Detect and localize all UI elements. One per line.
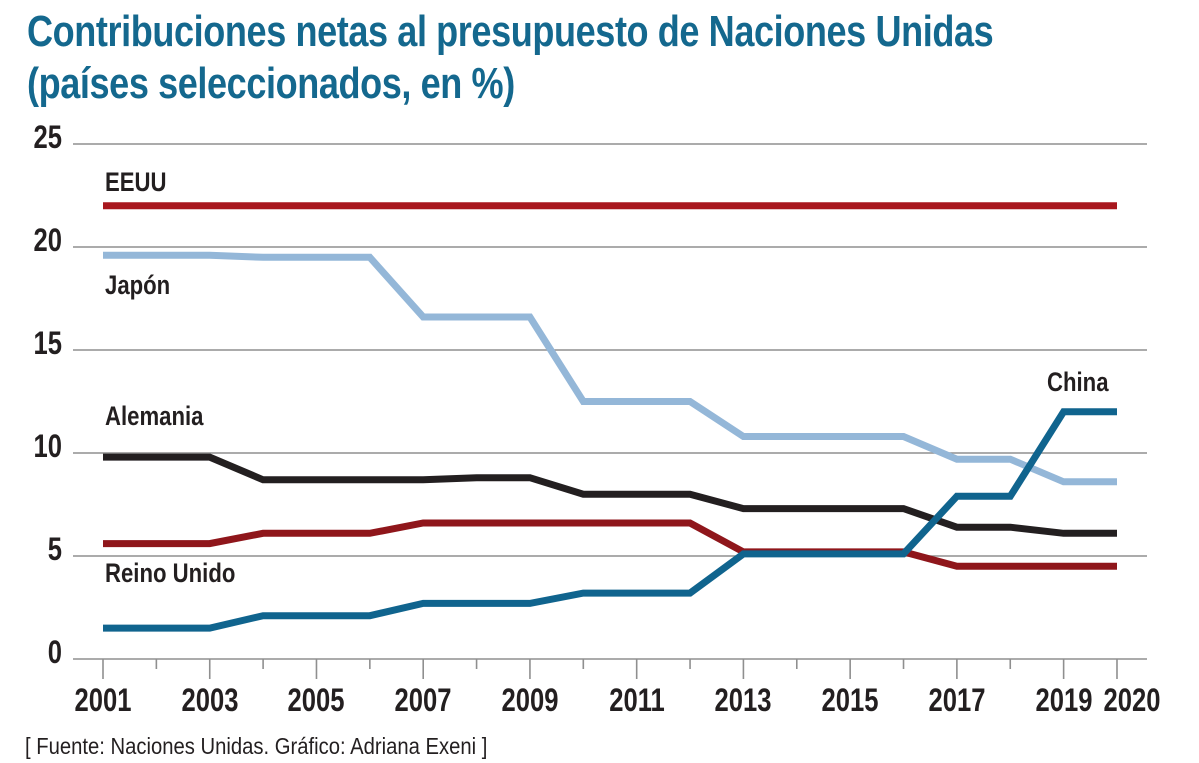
chart-title-line1: Contribuciones netas al presupuesto de N…	[27, 7, 994, 56]
y-axis-tick-label-0: 0	[47, 634, 62, 670]
series-label-china: China	[1047, 367, 1109, 397]
series-label-reino-unido: Reino Unido	[105, 558, 236, 588]
y-axis-tick-label-5: 5	[47, 531, 62, 567]
x-axis-tick-label-2017: 2017	[928, 682, 986, 718]
x-axis-tick-label-2007: 2007	[394, 682, 452, 718]
source-note: [ Fuente: Naciones Unidas. Gráfico: Adri…	[25, 733, 488, 759]
x-axis-tick-label-2011: 2011	[608, 682, 665, 718]
x-axis-tick-label-2013: 2013	[714, 682, 772, 718]
series-line-china	[103, 408, 1117, 632]
series-line-alemania	[103, 453, 1117, 537]
series-line-japón	[103, 251, 1117, 486]
y-axis-tick-label-25: 25	[33, 119, 62, 155]
series-label-alemania: Alemania	[105, 401, 204, 431]
x-axis-tick-label-2019: 2019	[1035, 682, 1093, 718]
chart-title-line2: (países seleccionados, en %)	[27, 59, 515, 108]
y-axis-tick-label-15: 15	[33, 325, 62, 361]
x-axis-tick-label-2003: 2003	[181, 682, 239, 718]
y-axis-tick-label-20: 20	[33, 222, 62, 258]
y-axis-tick-label-10: 10	[33, 428, 62, 464]
series-line-reino-unido	[103, 519, 1117, 570]
x-axis-tick-label-2009: 2009	[501, 682, 559, 718]
x-axis-tick-label-2001: 2001	[74, 682, 132, 718]
chart-title: Contribuciones netas al presupuesto de N…	[27, 6, 1199, 110]
series-label-japon: Japón	[105, 270, 171, 300]
series-label-eeuu: EEUU	[105, 167, 167, 197]
x-axis-tick-label-2005: 2005	[287, 682, 345, 718]
x-axis-tick-label-2020: 2020	[1103, 682, 1161, 718]
x-axis-tick-label-2015: 2015	[821, 682, 879, 718]
